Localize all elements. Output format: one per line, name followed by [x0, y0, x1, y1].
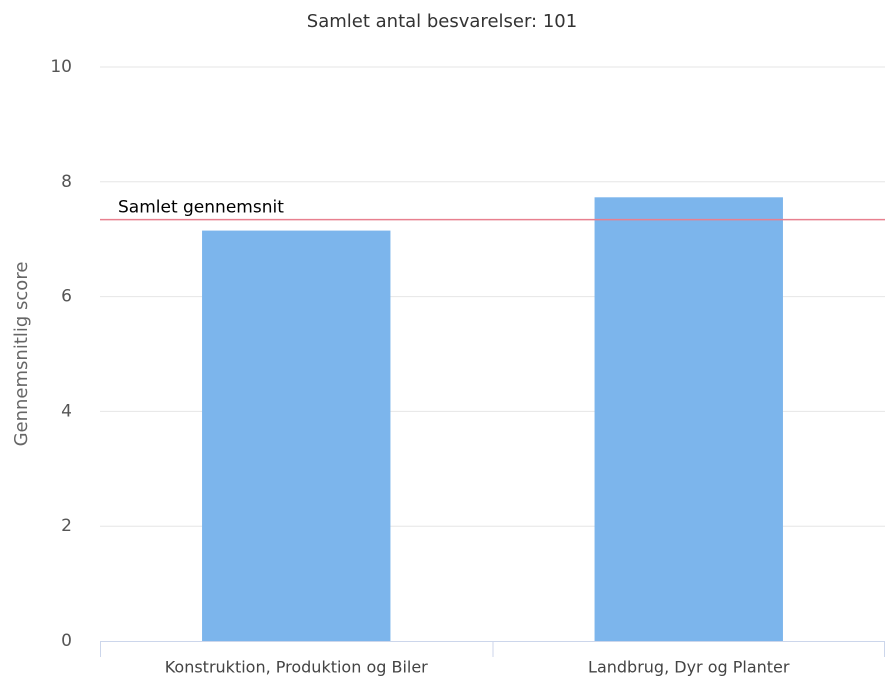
x-tick-label: Landbrug, Dyr og Planter: [588, 658, 790, 677]
chart-title: Samlet antal besvarelser: 101: [307, 11, 577, 32]
y-tick-label: 2: [61, 516, 72, 536]
reference-label: Samlet gennemsnit: [118, 198, 284, 218]
bar: [594, 197, 783, 641]
y-tick-label: 6: [61, 287, 72, 307]
y-tick-label: 0: [61, 631, 72, 651]
bar: [202, 230, 391, 641]
y-tick-label: 10: [50, 57, 72, 77]
y-tick-label: 4: [61, 401, 72, 421]
y-tick-label: 8: [61, 172, 72, 192]
x-tick-label: Konstruktion, Produktion og Biler: [165, 658, 428, 677]
y-axis-label: Gennemsnitlig score: [11, 262, 32, 447]
